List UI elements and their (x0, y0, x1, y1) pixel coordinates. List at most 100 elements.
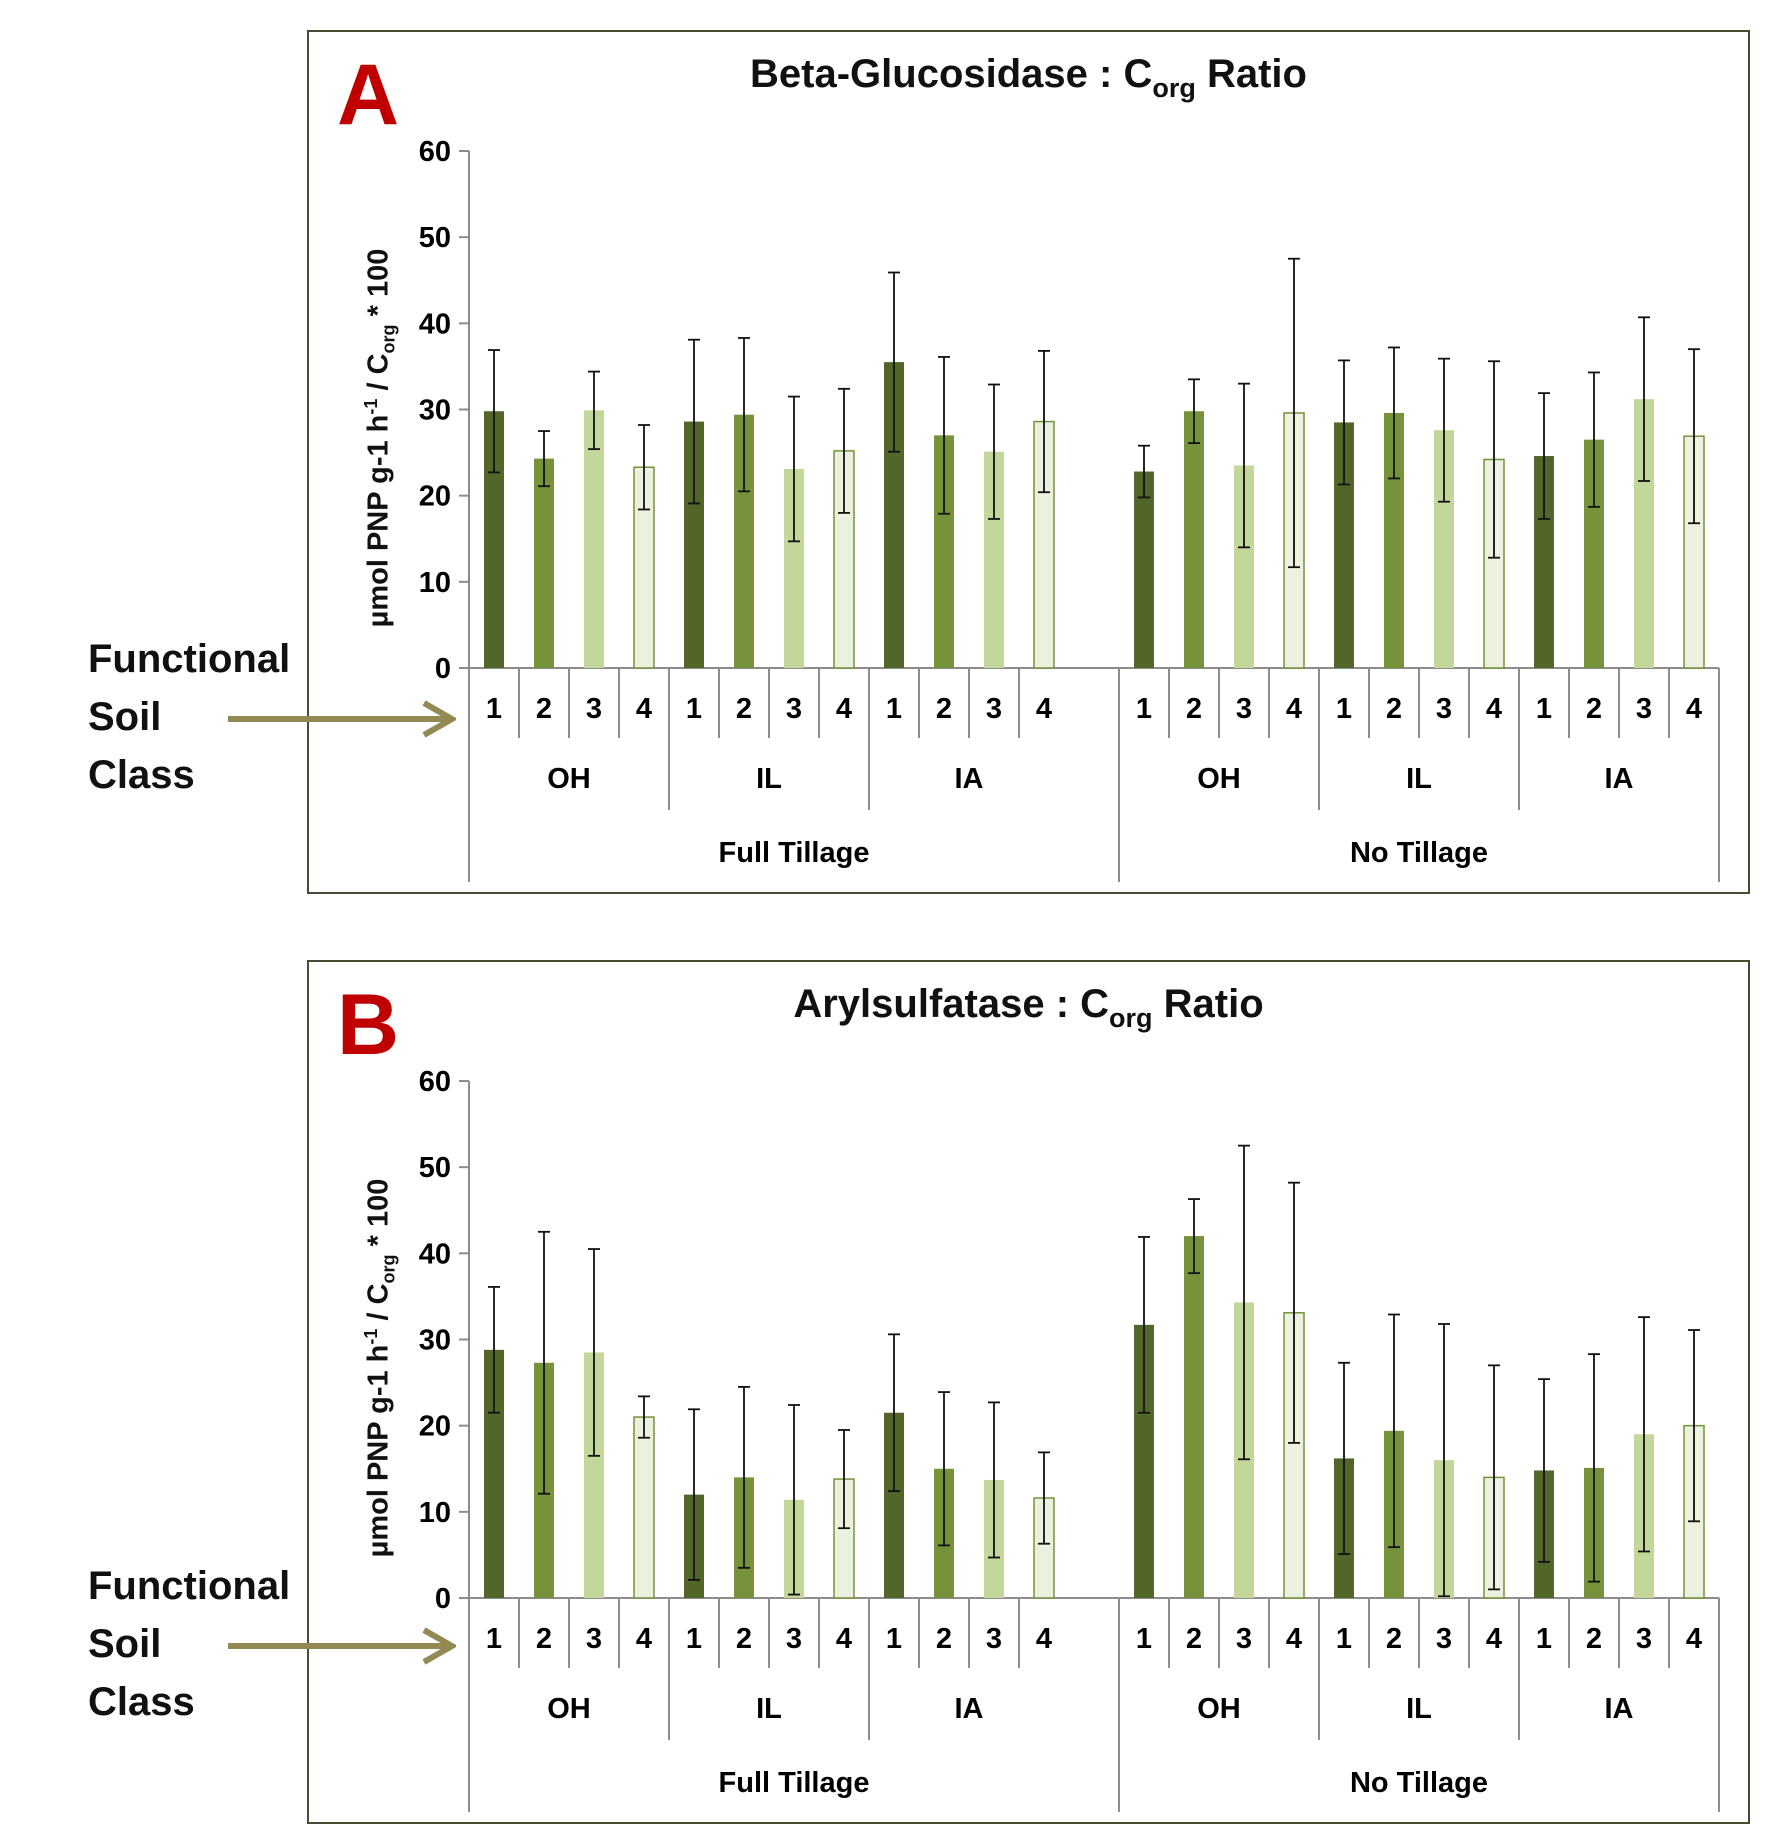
y-tick-label: 40 (419, 308, 451, 340)
y-tick-label: 0 (435, 1583, 451, 1615)
bar-a-20 (1534, 456, 1554, 668)
class-label: 2 (936, 1623, 952, 1655)
class-label: 4 (1486, 1623, 1502, 1655)
class-label: 2 (1386, 1623, 1402, 1655)
class-label: 1 (686, 1623, 702, 1655)
site-label: IL (756, 763, 782, 795)
arrow-right-icon (228, 1627, 456, 1665)
chart-title-a-tail: Ratio (1195, 52, 1307, 96)
site-label: IA (1605, 763, 1634, 795)
bar-b-2 (584, 1352, 604, 1598)
bar-a-22 (1634, 399, 1654, 668)
class-label: 1 (886, 693, 902, 725)
class-label: 2 (736, 1623, 752, 1655)
bar-a-18 (1434, 430, 1454, 668)
class-label: 3 (586, 1623, 602, 1655)
class-label: 4 (1036, 1623, 1052, 1655)
class-label: 1 (1336, 693, 1352, 725)
chart-title-b-main: Arylsulfatase : C (793, 982, 1110, 1026)
y-tick-label: 10 (419, 567, 451, 599)
panel-letter-a: A (337, 47, 400, 143)
y-tick-label: 20 (419, 481, 451, 513)
chart-title-b: Arylsulfatase : Corg Ratio (309, 984, 1748, 1032)
class-label: 4 (1286, 1623, 1302, 1655)
class-label: 2 (536, 1623, 552, 1655)
y-tick-label: 60 (419, 1066, 451, 1098)
chart-title-a: Beta-Glucosidase : Corg Ratio (309, 54, 1748, 102)
chart-title-a-main: Beta-Glucosidase : C (750, 52, 1153, 96)
panel-letter-b: B (337, 977, 400, 1073)
y-tick-label: 60 (419, 136, 451, 168)
site-label: IA (955, 763, 984, 795)
y-tick-label: 30 (419, 395, 451, 427)
class-label: 1 (486, 1623, 502, 1655)
y-tick-label: 50 (419, 222, 451, 254)
y-tick-label: 10 (419, 1497, 451, 1529)
class-label: 1 (1536, 1623, 1552, 1655)
class-label: 3 (1236, 693, 1252, 725)
class-label: 3 (986, 1623, 1002, 1655)
class-label: 3 (1436, 693, 1452, 725)
class-label: 2 (1386, 693, 1402, 725)
bar-a-8 (884, 362, 904, 668)
class-label: 2 (1586, 693, 1602, 725)
chart-title-a-sub: org (1152, 73, 1196, 103)
bar-a-12 (1134, 471, 1154, 668)
class-label: 4 (1686, 1623, 1702, 1655)
site-label: IA (1605, 1693, 1634, 1725)
class-label: 4 (1286, 693, 1302, 725)
chart-title-b-sub: org (1109, 1003, 1153, 1033)
class-label: 1 (1336, 1623, 1352, 1655)
side-label-line1: Functional (88, 637, 291, 681)
class-label: 1 (1136, 693, 1152, 725)
y-tick-label: 20 (419, 1411, 451, 1443)
tillage-label: Full Tillage (719, 1767, 870, 1799)
y-tick-label: 50 (419, 1152, 451, 1184)
arrow-right-icon (228, 700, 456, 738)
bar-a-1 (534, 458, 554, 668)
class-label: 1 (486, 693, 502, 725)
site-label: OH (1197, 763, 1241, 795)
bar-a-5 (734, 414, 754, 668)
class-label: 4 (836, 693, 852, 725)
class-label: 1 (886, 1623, 902, 1655)
tillage-label: No Tillage (1350, 1767, 1488, 1799)
bar-a-9 (934, 435, 954, 668)
class-label: 4 (836, 1623, 852, 1655)
class-label: 1 (686, 693, 702, 725)
class-label: 3 (1636, 1623, 1652, 1655)
class-label: 4 (1036, 693, 1052, 725)
bar-a-21 (1584, 439, 1604, 668)
side-label-line3: Class (88, 1680, 195, 1724)
side-label-line1: Functional (88, 1564, 291, 1608)
side-label-line3: Class (88, 753, 195, 797)
side-label-line2: Soil (88, 1622, 162, 1666)
class-label: 3 (1636, 693, 1652, 725)
bar-b-8 (884, 1412, 904, 1598)
bar-b-13 (1184, 1236, 1204, 1598)
site-label: OH (547, 1693, 591, 1725)
class-label: 2 (1186, 693, 1202, 725)
site-label: OH (547, 763, 591, 795)
class-label: 3 (1236, 1623, 1252, 1655)
class-label: 3 (1436, 1623, 1452, 1655)
y-tick-label: 30 (419, 1325, 451, 1357)
bar-chart-a: 0 10 20 30 40 50 60 OH IL IA Full Tillage OH IL IA No … (419, 136, 1720, 882)
site-label: IA (955, 1693, 984, 1725)
tillage-label: Full Tillage (719, 837, 870, 869)
bar-a-10 (984, 451, 1004, 668)
class-label: 4 (1686, 693, 1702, 725)
class-label: 4 (636, 693, 652, 725)
class-label: 3 (786, 1623, 802, 1655)
site-label: IL (1406, 763, 1432, 795)
tillage-label: No Tillage (1350, 837, 1488, 869)
functional-soil-class-label-b: Functional Soil Class (88, 1557, 290, 1731)
chart-panel-a: A Beta-Glucosidase : Corg Ratio µmol PNP… (307, 30, 1750, 894)
bar-b-3 (633, 1416, 655, 1599)
bar-a-0 (484, 411, 504, 668)
site-label: IL (1406, 1693, 1432, 1725)
chart-title-b-tail: Ratio (1152, 982, 1264, 1026)
side-label-line2: Soil (88, 695, 162, 739)
class-label: 3 (586, 693, 602, 725)
class-label: 2 (936, 693, 952, 725)
